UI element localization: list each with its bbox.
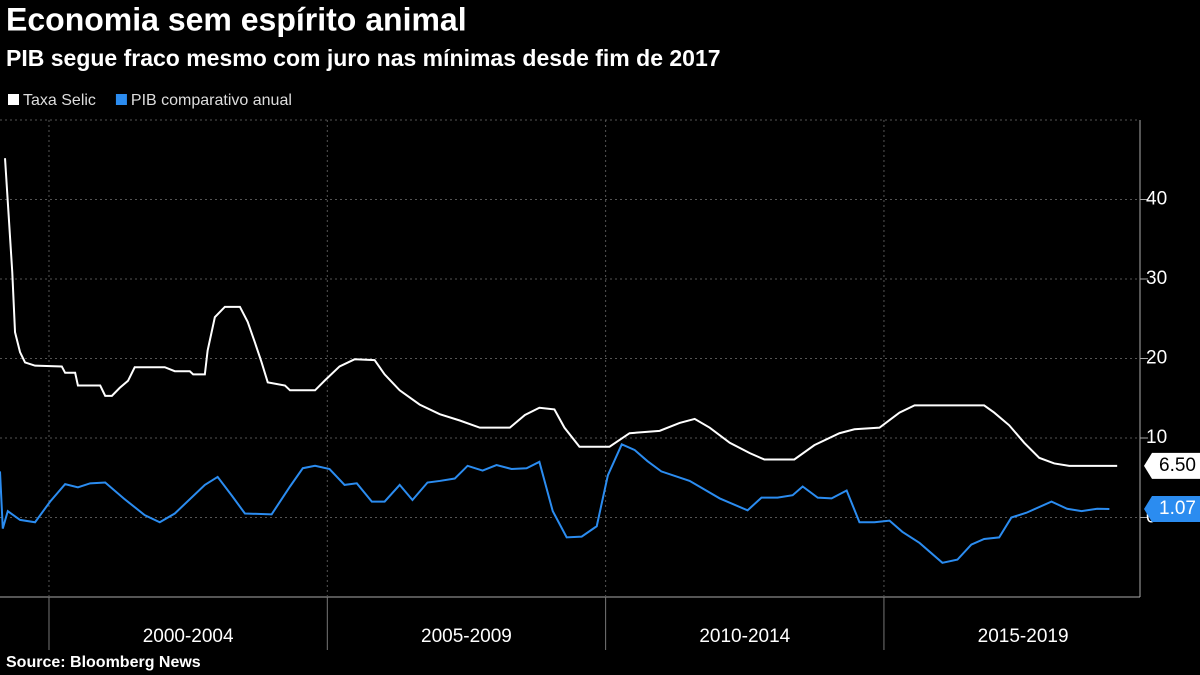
legend-swatch bbox=[8, 94, 19, 105]
line-series bbox=[4, 158, 1118, 467]
last-value-label: 6.50 bbox=[1159, 455, 1196, 476]
legend-swatch bbox=[115, 94, 127, 105]
source: Source: Bloomberg News bbox=[6, 654, 201, 671]
y-tick-label: 10 bbox=[1146, 427, 1167, 448]
last-value-box bbox=[1144, 452, 1200, 479]
last-value-label: 1.07 bbox=[1159, 498, 1196, 519]
chart-title: Economia sem espírito animal bbox=[6, 1, 467, 37]
chart-subtitle: PIB segue fraco mesmo com juro nas mínim… bbox=[6, 45, 721, 71]
y-tick-label: 40 bbox=[1146, 189, 1167, 210]
y-tick-label: 30 bbox=[1146, 268, 1167, 289]
x-tick-label: 2000-2004 bbox=[143, 626, 234, 647]
x-tick-label: 2005-2009 bbox=[421, 626, 512, 647]
x-tick-label: 2010-2014 bbox=[699, 626, 790, 647]
x-tick-label: 2015-2019 bbox=[978, 626, 1069, 647]
line-series bbox=[0, 443, 1110, 564]
last-value-box bbox=[1144, 495, 1200, 522]
legend-label: Taxa Selic bbox=[23, 92, 96, 109]
y-tick-label: 20 bbox=[1146, 348, 1167, 369]
legend-label: PIB comparativo anual bbox=[131, 92, 292, 109]
